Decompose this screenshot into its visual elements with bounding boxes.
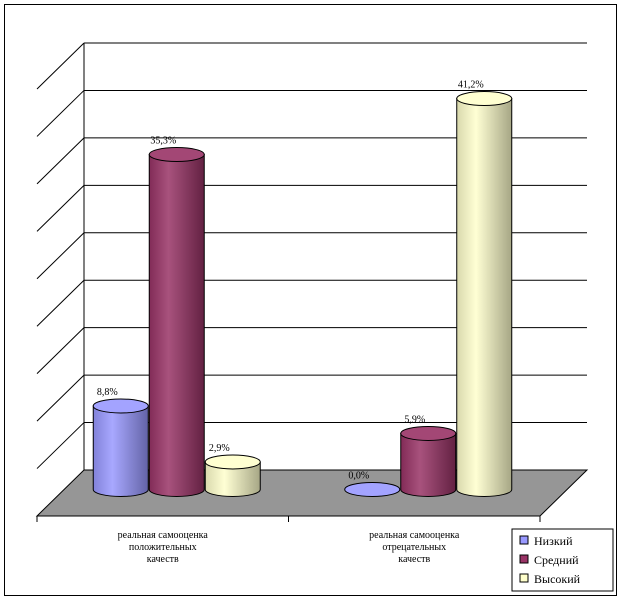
gridline-side [36, 327, 85, 375]
category-labels: реальная самооценка положительных качеств р… [118, 530, 460, 565]
legend-swatch [519, 554, 529, 564]
gridline-side [36, 374, 85, 422]
data-label: 0,0% [348, 470, 369, 481]
category-label: реальная самооценка положительных качеств [118, 530, 209, 565]
gridline-side [36, 279, 85, 327]
bar-2-Средний [400, 425, 457, 497]
bars [92, 91, 513, 497]
gridline-side [36, 422, 85, 469]
legend-swatch [519, 535, 529, 545]
gridline-side [36, 137, 85, 185]
bar-1-Низкий [92, 398, 149, 497]
data-label: 2,9% [209, 443, 230, 454]
bar-2-Низкий [344, 481, 401, 497]
gridline-side [36, 90, 85, 137]
data-label: 8,8% [97, 387, 118, 398]
bar-1-Высокий [204, 454, 261, 497]
bar-body [148, 154, 205, 497]
data-label: 5,9% [404, 414, 425, 425]
bar-body [456, 98, 513, 497]
legend-label: Средний [534, 553, 579, 567]
bar-top [92, 398, 149, 414]
bar-1-Средний [148, 147, 205, 497]
legend-label: Низкий [534, 534, 573, 548]
gridline-side [36, 184, 85, 232]
gridline-side [36, 42, 85, 90]
legend-label: Высокий [534, 572, 581, 586]
bar-top [456, 91, 513, 107]
legend-box [511, 528, 614, 592]
data-labels: 8,8% 35,3% 2,9% 0,0% 5,9% 41,2% [97, 80, 484, 482]
bar-2-Высокий [456, 91, 513, 497]
data-label: 41,2% [458, 80, 484, 91]
bar-top [204, 454, 261, 470]
bar-top [400, 425, 457, 441]
bar-top [148, 147, 205, 163]
bar-body [204, 461, 261, 497]
legend: Низкий Средний Высокий [511, 528, 614, 592]
category-label: реальная самооценка отрецательных качеств [369, 530, 460, 565]
data-label: 35,3% [150, 136, 176, 147]
bar-top [344, 481, 401, 497]
bar-body [92, 405, 149, 497]
gridline-side [36, 232, 85, 280]
bar-body [400, 432, 457, 497]
legend-swatch [519, 573, 529, 583]
